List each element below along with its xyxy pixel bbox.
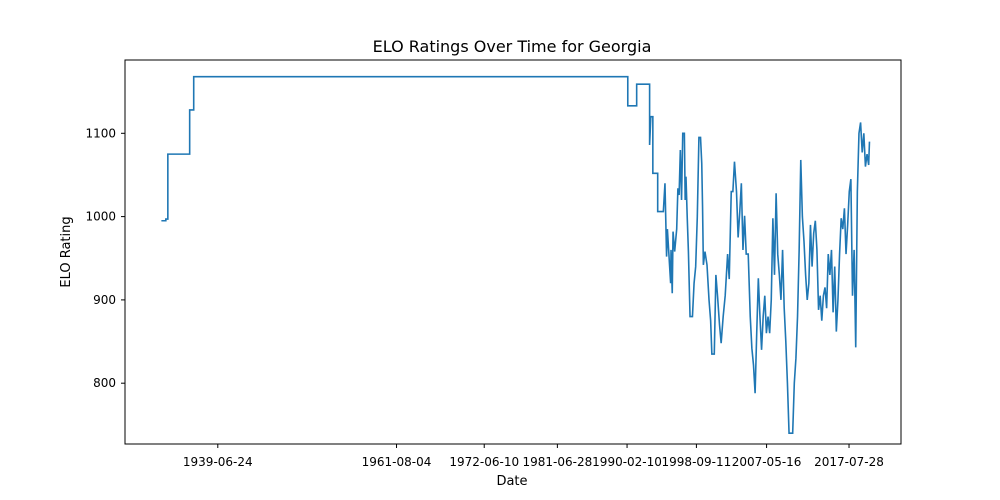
y-tick-label: 1100 <box>85 126 116 140</box>
chart-title: ELO Ratings Over Time for Georgia <box>373 37 652 56</box>
y-tick-label: 1000 <box>85 210 116 224</box>
x-tick-label: 1990-02-10 <box>592 455 662 469</box>
x-tick-label: 1981-06-28 <box>523 455 593 469</box>
plot-frame <box>124 59 902 445</box>
x-axis: 1939-06-24 1961-08-04 1972-06-10 1981-06-28… <box>183 444 884 469</box>
x-tick-label: 1939-06-24 <box>183 455 253 469</box>
y-axis-label: ELO Rating <box>59 216 74 287</box>
series-line-georgia <box>161 75 871 434</box>
x-axis-label: Date <box>496 474 527 489</box>
x-tick-label: 1961-08-04 <box>362 455 432 469</box>
plot-area <box>124 59 902 445</box>
x-tick-label: 2007-05-16 <box>732 455 802 469</box>
x-tick-label: 1972-06-10 <box>449 455 519 469</box>
x-tick-label: 2017-07-28 <box>814 455 884 469</box>
y-tick-label: 900 <box>93 293 116 307</box>
y-axis: 800 900 1000 1100 <box>85 126 125 390</box>
y-tick-label: 800 <box>93 376 116 390</box>
x-tick-label: 1998-09-11 <box>662 455 732 469</box>
